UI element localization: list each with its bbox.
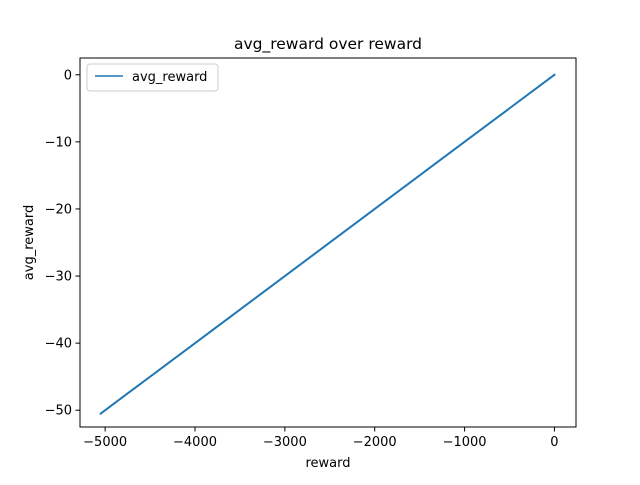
- x-axis-label: reward: [305, 456, 350, 471]
- y-tick-label: −20: [45, 202, 72, 217]
- y-tick-label: −40: [45, 337, 72, 352]
- x-tick-label: −1000: [443, 435, 487, 450]
- y-axis-label: avg_reward: [22, 205, 37, 280]
- series-line-avg_reward: [99, 73, 556, 415]
- chart-title: avg_reward over reward: [234, 35, 422, 54]
- y-tick-label: −50: [45, 404, 72, 419]
- legend-label: avg_reward: [132, 70, 207, 85]
- y-axis: 0 −10 −20 −30 −40 −50: [45, 68, 80, 419]
- plot-frame: [79, 57, 577, 428]
- x-tick-label: −4000: [173, 435, 217, 450]
- y-tick-label: 0: [64, 68, 72, 83]
- x-tick-label: −2000: [353, 435, 397, 450]
- legend-frame: [86, 63, 219, 92]
- x-tick-label: 0: [550, 435, 558, 450]
- series-layer: [99, 73, 556, 415]
- legend: avg_reward: [86, 63, 219, 92]
- x-tick-label: −5000: [83, 435, 127, 450]
- y-tick-label: −30: [45, 270, 72, 285]
- x-tick-label: −3000: [263, 435, 307, 450]
- y-tick-label: −10: [45, 135, 72, 150]
- x-axis: −5000 −4000 −3000 −2000 −1000 0: [83, 427, 559, 450]
- plot-area: [79, 57, 577, 428]
